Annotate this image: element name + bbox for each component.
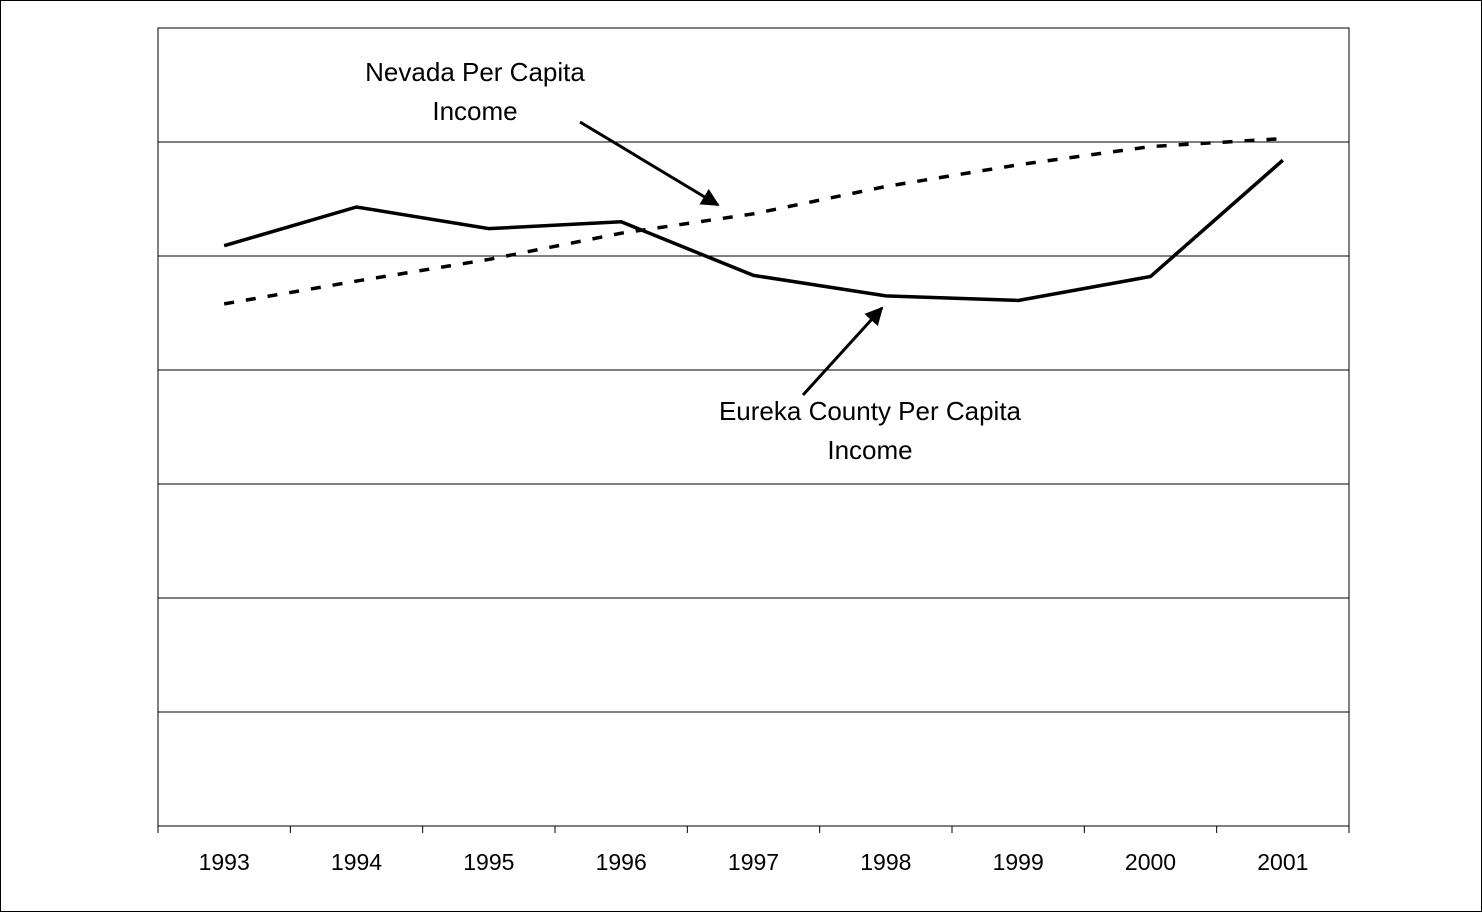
- x-tick-label: 1999: [993, 849, 1044, 875]
- x-tick-label: 2001: [1257, 849, 1308, 875]
- grid: [158, 27, 1349, 827]
- x-tick-label: 1998: [860, 849, 911, 875]
- eureka-arrow: [801, 306, 884, 397]
- series-line: [223, 158, 1284, 303]
- x-tick-label: 2000: [1125, 849, 1176, 875]
- x-tick-label: 1995: [463, 849, 514, 875]
- x-tick-label: 1997: [728, 849, 779, 875]
- x-tick-label: 1993: [199, 849, 250, 875]
- x-tick-label: 1996: [596, 849, 647, 875]
- annotation: Eureka County Per Capita: [719, 396, 1022, 426]
- plot-area: [157, 27, 1350, 827]
- annotation: Income: [432, 96, 517, 126]
- series-line: [223, 136, 1283, 306]
- nevada-arrow: [579, 120, 720, 207]
- annotation: Nevada Per Capita: [365, 57, 585, 87]
- annotation: Income: [827, 435, 912, 465]
- x-tick-label: 1994: [331, 849, 382, 875]
